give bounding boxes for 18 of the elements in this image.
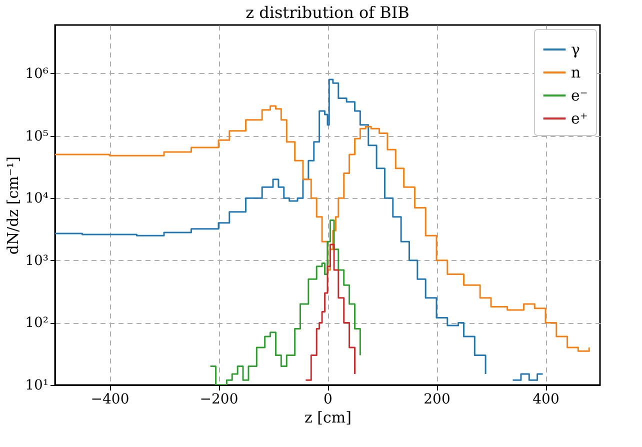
x-axis-title: z [cm] — [304, 408, 352, 426]
legend-label: e⁻ — [571, 86, 588, 104]
x-tick-label: 200 — [424, 392, 450, 408]
y-tick-label: 10⁶ — [25, 66, 49, 82]
y-tick-label: 10⁵ — [25, 128, 49, 144]
y-tick-label: 10³ — [25, 252, 48, 269]
x-tick-label: −200 — [200, 392, 238, 408]
x-tick-label: 0 — [324, 392, 332, 408]
y-axis-title: dN/dz [cm⁻¹] — [4, 156, 22, 255]
y-tick-label: 10⁴ — [25, 190, 49, 207]
x-tick-label: −400 — [90, 392, 130, 408]
chart-title: z distribution of BIB — [246, 3, 410, 22]
x-tick-label: 400 — [532, 392, 560, 408]
legend-label: γ — [571, 40, 580, 58]
legend-label: n — [571, 64, 581, 82]
y-tick-label: 10² — [25, 315, 48, 332]
y-tick-label: 10¹ — [25, 378, 48, 394]
legend-label: e⁺ — [571, 110, 588, 128]
